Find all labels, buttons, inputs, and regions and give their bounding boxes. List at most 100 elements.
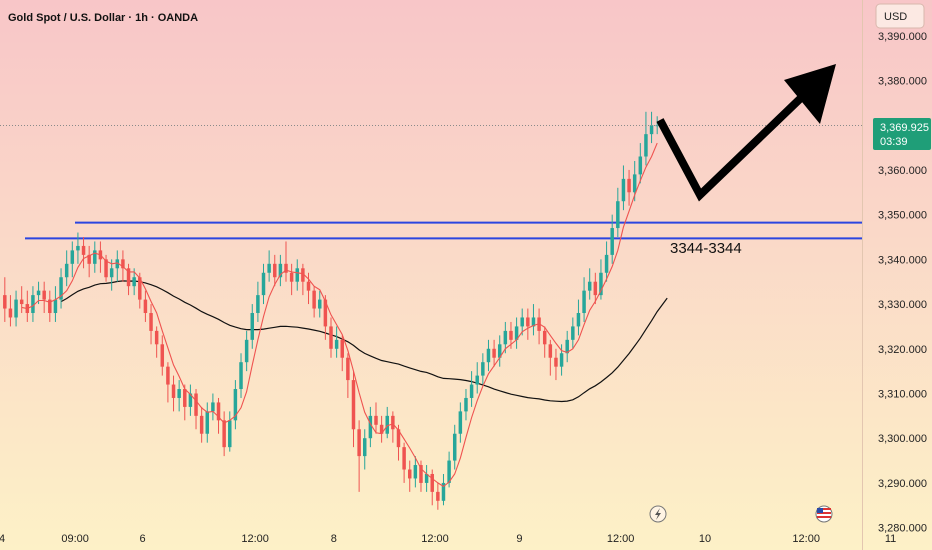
candle (424, 465, 429, 492)
candle-body (70, 250, 75, 264)
candle-body (644, 134, 648, 157)
candle-body (329, 326, 333, 349)
last-price-value: 3,369.925 (880, 122, 929, 134)
candle (318, 290, 322, 318)
candle-body (64, 263, 69, 278)
currency-label: USD (884, 11, 907, 23)
candle (481, 353, 485, 385)
candle-body (481, 362, 485, 376)
candle-body (357, 429, 361, 457)
bar-countdown-timer: 03:39 (880, 136, 908, 148)
candle-body (379, 424, 384, 434)
candle-body (402, 447, 406, 470)
candle-body (351, 380, 356, 430)
candle-body (143, 299, 148, 314)
candle-body (3, 295, 7, 309)
candle (464, 389, 468, 421)
x-axis-tick-label: 8 (331, 533, 337, 545)
candle-body (396, 429, 401, 448)
candle-body (554, 357, 558, 367)
candle (211, 393, 215, 421)
x-axis-tick-label: 12:00 (792, 533, 820, 545)
candle (171, 375, 176, 412)
candle (402, 442, 406, 483)
candle-body (199, 415, 204, 434)
candle-body (599, 272, 603, 296)
candle (571, 317, 575, 349)
candle (520, 308, 524, 336)
candle (587, 268, 592, 300)
candle (53, 286, 58, 322)
candle-body (284, 263, 288, 273)
y-axis-tick-label: 3,350.000 (878, 210, 927, 222)
candle-body (582, 290, 586, 314)
candle-body (267, 263, 271, 273)
candle (334, 326, 339, 358)
candle-body (295, 268, 299, 282)
candle-body (261, 272, 266, 296)
currency-button[interactable] (875, 3, 925, 29)
candle (599, 259, 603, 300)
candle-body (93, 250, 97, 264)
candle (492, 339, 496, 367)
level-annotation-text: 3344-3344 (670, 240, 742, 257)
candle-body (436, 491, 440, 501)
candle-body (19, 299, 24, 305)
candle (542, 326, 547, 358)
lightning-event-icon[interactable] (649, 505, 667, 523)
candle-body (160, 344, 165, 367)
candle (616, 187, 620, 237)
candle (295, 259, 299, 291)
candle-body (48, 299, 52, 314)
us-flag-event-icon[interactable] (815, 505, 833, 523)
candle-body (542, 330, 547, 345)
y-axis-tick-label: 3,380.000 (878, 76, 927, 88)
candle-body (59, 277, 63, 300)
candle-body (621, 178, 626, 202)
candle (368, 406, 373, 448)
candle-body (447, 460, 451, 483)
candle-body (121, 259, 125, 269)
candle (306, 272, 311, 305)
candle-body (138, 277, 142, 300)
candle-body (407, 469, 412, 479)
candle (565, 330, 569, 363)
candle (407, 460, 412, 492)
x-axis-tick-label: 6 (140, 533, 146, 545)
candle (621, 165, 626, 211)
candle-body (273, 263, 277, 278)
x-axis-tick-label: 12:00 (421, 533, 449, 545)
candle-body (154, 330, 159, 345)
candle (216, 397, 221, 434)
candle (273, 254, 277, 287)
candle-body (194, 393, 198, 416)
candle (419, 460, 423, 492)
candle-body (385, 415, 389, 434)
candle-body (419, 465, 423, 483)
candle (177, 380, 181, 412)
candle-body (576, 313, 581, 327)
candle-body (306, 281, 311, 291)
candle (554, 348, 558, 381)
candle-body (593, 281, 598, 296)
y-axis-tick-label: 3,310.000 (878, 389, 927, 401)
candle-body (514, 326, 519, 340)
candle-body (323, 299, 328, 327)
candle-body (475, 375, 479, 385)
candle (593, 272, 598, 305)
candle-body (8, 308, 13, 318)
y-axis-tick-label: 3,290.000 (878, 478, 927, 490)
candle (244, 330, 249, 372)
candle (132, 268, 136, 296)
candle-body (469, 384, 474, 398)
x-axis-tick-label: 09:00 (61, 533, 89, 545)
candle-body (638, 156, 643, 175)
candle (222, 411, 226, 457)
candle-body (149, 313, 153, 331)
candle-body (244, 339, 249, 363)
candle (374, 402, 378, 434)
candle (194, 389, 198, 430)
candle-body (616, 201, 620, 229)
candle (31, 286, 35, 322)
